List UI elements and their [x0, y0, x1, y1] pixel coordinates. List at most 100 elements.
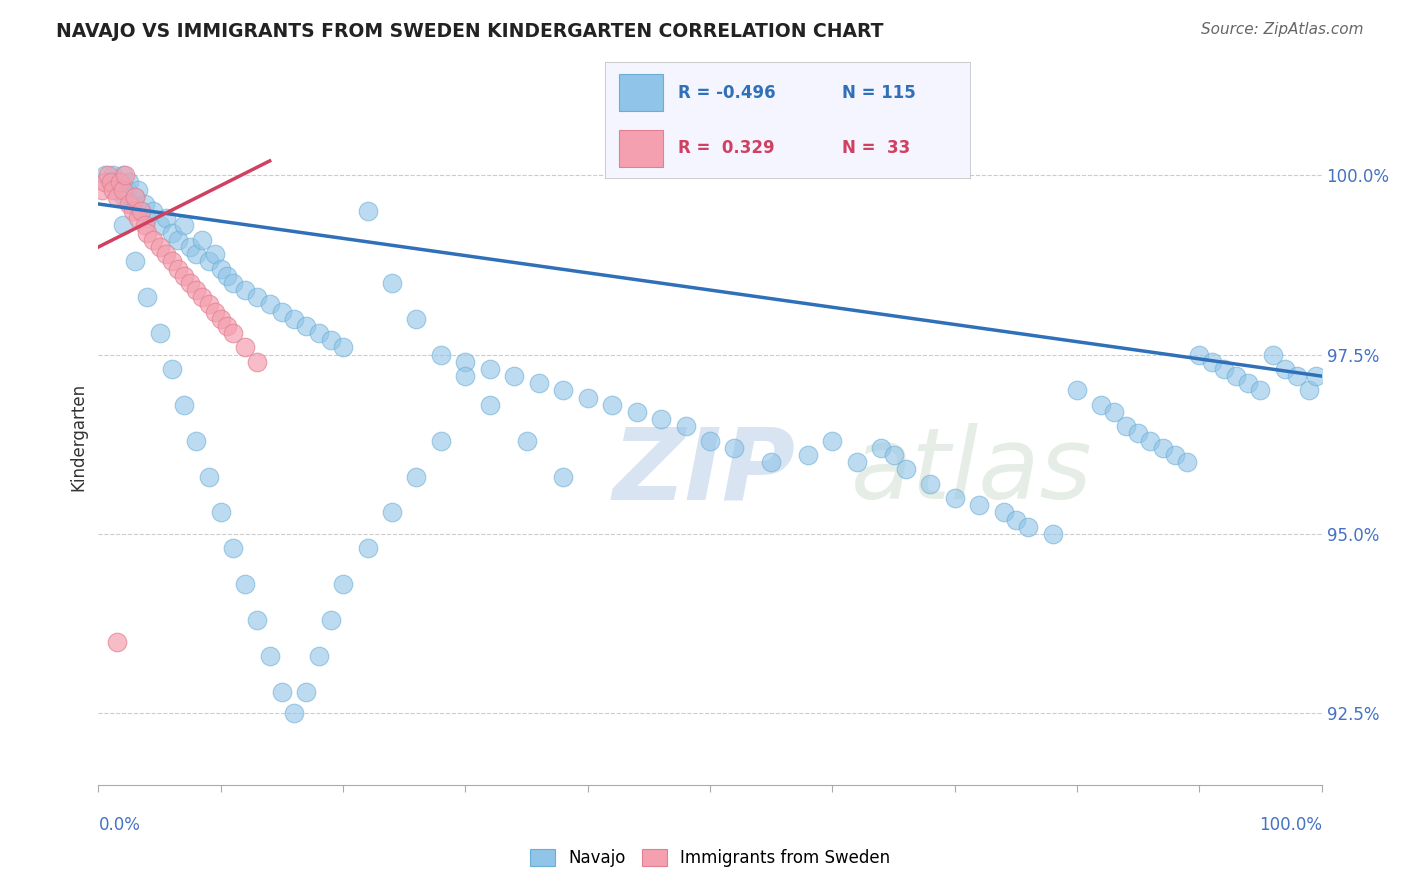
Text: Source: ZipAtlas.com: Source: ZipAtlas.com	[1201, 22, 1364, 37]
Bar	[619, 129, 664, 167]
Point	[1115, 419, 1137, 434]
Point	[332, 340, 354, 354]
Point	[142, 204, 165, 219]
Point	[295, 684, 318, 698]
Point	[553, 469, 575, 483]
Point	[699, 434, 721, 448]
Point	[215, 268, 238, 283]
Point	[1152, 441, 1174, 455]
Bar	[619, 74, 664, 112]
Point	[129, 204, 152, 219]
Point	[127, 183, 149, 197]
Point	[797, 448, 820, 462]
Point	[149, 219, 172, 233]
Point	[233, 577, 256, 591]
Point	[478, 398, 501, 412]
Point	[246, 290, 269, 304]
Text: R = -0.496: R = -0.496	[678, 84, 775, 102]
Text: R =  0.329: R = 0.329	[678, 139, 775, 157]
Point	[115, 183, 138, 197]
Text: N = 115: N = 115	[842, 84, 915, 102]
Point	[430, 434, 453, 448]
Point	[105, 183, 128, 197]
Point	[105, 190, 128, 204]
Text: N =  33: N = 33	[842, 139, 911, 157]
Point	[100, 176, 122, 190]
Point	[454, 355, 477, 369]
Point	[160, 226, 183, 240]
Point	[118, 197, 141, 211]
Point	[308, 648, 330, 663]
Point	[222, 326, 245, 340]
Point	[270, 304, 294, 318]
Point	[186, 247, 208, 261]
Point	[626, 405, 648, 419]
Point	[233, 283, 256, 297]
Point	[1066, 384, 1088, 398]
Point	[136, 226, 159, 240]
Point	[332, 577, 354, 591]
Point	[197, 254, 219, 268]
Point	[943, 491, 966, 505]
Point	[1225, 369, 1247, 384]
Point	[93, 168, 115, 182]
Point	[1042, 527, 1064, 541]
Point	[870, 441, 893, 455]
Point	[430, 348, 453, 362]
Point	[1237, 376, 1260, 391]
Point	[136, 211, 159, 226]
Text: NAVAJO VS IMMIGRANTS FROM SWEDEN KINDERGARTEN CORRELATION CHART: NAVAJO VS IMMIGRANTS FROM SWEDEN KINDERG…	[56, 22, 884, 41]
Point	[1261, 348, 1284, 362]
Point	[110, 176, 132, 190]
Point	[134, 219, 156, 233]
Point	[675, 419, 697, 434]
Point	[173, 398, 195, 412]
Point	[100, 176, 122, 190]
Point	[503, 369, 526, 384]
Point	[270, 684, 294, 698]
Point	[149, 240, 172, 254]
Text: atlas: atlas	[851, 424, 1092, 520]
Point	[124, 190, 146, 204]
Point	[134, 197, 156, 211]
Point	[516, 434, 538, 448]
Text: 100.0%: 100.0%	[1258, 816, 1322, 834]
Point	[173, 268, 195, 283]
Point	[191, 233, 214, 247]
Point	[186, 283, 208, 297]
Point	[197, 297, 219, 311]
Point	[136, 290, 159, 304]
Point	[1250, 384, 1272, 398]
Point	[173, 219, 195, 233]
Point	[1164, 448, 1187, 462]
Point	[1274, 362, 1296, 376]
Point	[233, 340, 256, 354]
Point	[600, 398, 623, 412]
Point	[101, 168, 124, 182]
Point	[179, 240, 201, 254]
Point	[723, 441, 745, 455]
Point	[259, 297, 281, 311]
Point	[883, 448, 905, 462]
Point	[1128, 426, 1150, 441]
Point	[967, 498, 990, 512]
Point	[246, 355, 269, 369]
Point	[111, 183, 134, 197]
Point	[454, 369, 477, 384]
Point	[894, 462, 917, 476]
Point	[209, 505, 232, 519]
Point	[319, 613, 342, 627]
Point	[576, 391, 599, 405]
Point	[405, 311, 427, 326]
Point	[1298, 384, 1320, 398]
Point	[160, 362, 183, 376]
Point	[124, 254, 146, 268]
Point	[1305, 369, 1327, 384]
Point	[319, 333, 342, 347]
Point	[1212, 362, 1234, 376]
Point	[283, 706, 305, 721]
Point	[1139, 434, 1161, 448]
Point	[356, 541, 378, 556]
Point	[920, 476, 942, 491]
Point	[111, 219, 134, 233]
